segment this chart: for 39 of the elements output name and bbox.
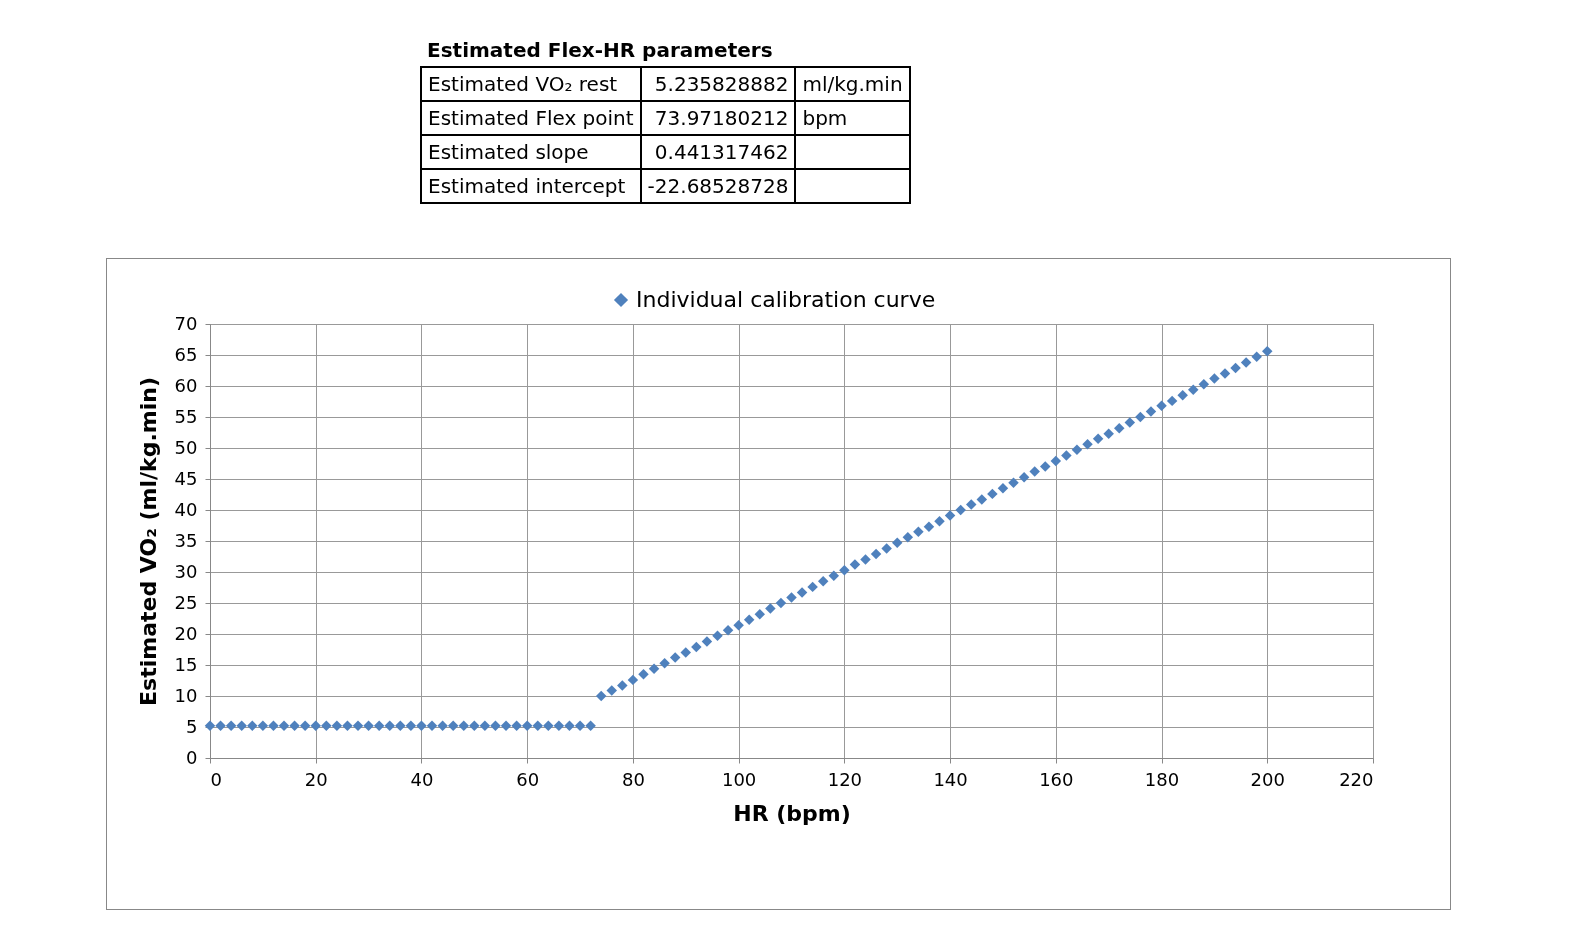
x-tick-label: 60 xyxy=(516,768,540,790)
text: 0.441317462 xyxy=(640,135,796,169)
x-tick-label: 20 xyxy=(304,768,328,790)
y-tick-label: 20 xyxy=(174,622,198,644)
x-tick-label: 0 xyxy=(210,768,222,790)
text: 5.235828882 ml/kg.min xyxy=(653,71,904,98)
x-tick-label: 40 xyxy=(410,768,434,790)
y-axis-title: Estimated VO₂ (ml/kg.min) xyxy=(135,377,161,706)
y-tick-label: 25 xyxy=(174,591,198,613)
x-tick-label: 80 xyxy=(621,768,645,790)
text: Estimated intercept xyxy=(421,169,641,203)
text: Estimated Flex-HR parameters xyxy=(426,37,774,64)
x-tick-label: 160 xyxy=(1039,768,1074,790)
x-tick-label: 180 xyxy=(1144,768,1180,790)
x-tick-label: 200 xyxy=(1250,768,1285,790)
y-tick-label: 45 xyxy=(174,467,198,489)
y-tick-label: 55 xyxy=(174,405,198,427)
x-tick-label: 100 xyxy=(721,768,757,790)
y-tick-label: 40 xyxy=(174,498,198,520)
y-tick-label: 15 xyxy=(174,653,198,675)
x-tick-label: 220 xyxy=(1339,768,1374,790)
text: 73.97180212 bpm xyxy=(653,105,849,132)
y-tick-label: 60 xyxy=(174,374,198,396)
x-tick-label: 120 xyxy=(827,768,863,790)
y-tick-label: 5 xyxy=(186,715,198,737)
y-tick-label: 65 xyxy=(174,343,198,365)
text: Estimated slope xyxy=(421,135,641,169)
y-tick-label: 35 xyxy=(174,529,198,551)
text: Estimated VO₂ rest xyxy=(421,67,641,101)
y-tick-label: 70 xyxy=(174,312,198,334)
y-tick-label: 10 xyxy=(174,684,198,706)
y-tick-label: 0 xyxy=(186,746,198,768)
x-axis-title: HR (bpm) xyxy=(733,800,851,826)
x-tick-label: 140 xyxy=(933,768,968,790)
y-tick-label: 30 xyxy=(174,560,198,582)
y-tick-label: 50 xyxy=(174,436,198,458)
text: -22.68528728 xyxy=(640,169,796,203)
text: Estimated Flex point xyxy=(421,101,641,135)
legend-label: Individual calibration curve xyxy=(636,287,936,312)
